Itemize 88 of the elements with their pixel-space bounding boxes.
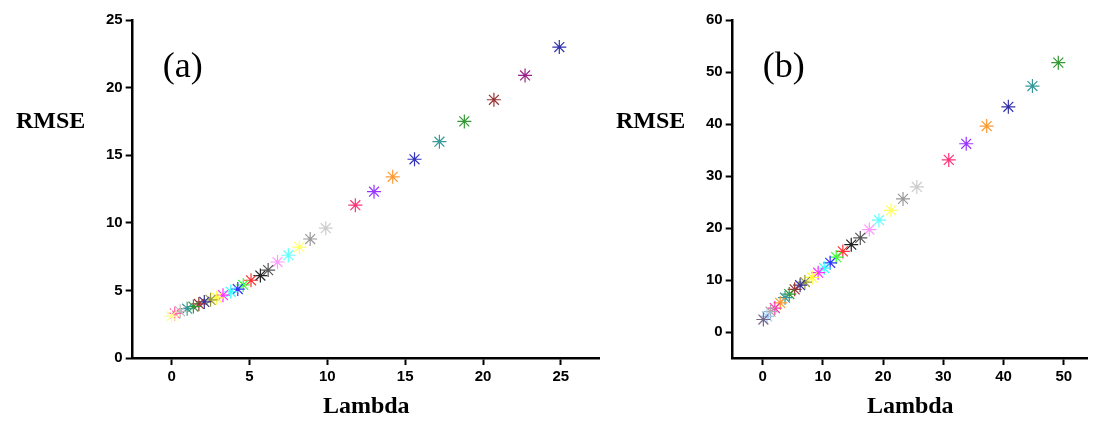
y-tick-label: 25 xyxy=(106,10,123,28)
y-tick-label: 10 xyxy=(106,212,123,230)
point xyxy=(958,136,974,152)
x-tick-label: 0 xyxy=(758,367,767,385)
point xyxy=(202,292,219,308)
x-tick-label: 20 xyxy=(874,367,892,385)
y-tick-label: 0 xyxy=(714,322,723,340)
point xyxy=(772,295,788,311)
x-tick-label: 15 xyxy=(396,367,414,385)
point xyxy=(822,255,838,271)
annotation: (a) xyxy=(162,45,203,86)
point xyxy=(755,311,771,328)
point xyxy=(243,272,259,288)
point xyxy=(1050,55,1066,71)
x-tick-label: 5 xyxy=(245,367,254,385)
point xyxy=(883,202,899,218)
point xyxy=(787,281,803,297)
point xyxy=(843,237,859,253)
point xyxy=(318,220,334,236)
point xyxy=(804,269,820,285)
x-tick-label: 50 xyxy=(1055,367,1073,385)
point xyxy=(759,308,775,324)
point xyxy=(763,304,779,320)
x-tick-label: 25 xyxy=(552,367,570,385)
point xyxy=(895,191,911,207)
point xyxy=(260,262,276,278)
point xyxy=(196,294,212,310)
y-tick-label: 30 xyxy=(706,166,723,184)
point xyxy=(1000,99,1016,115)
y-tick-label: 15 xyxy=(106,145,123,163)
point xyxy=(852,230,868,246)
point xyxy=(269,254,286,270)
point xyxy=(302,231,318,247)
point xyxy=(816,260,832,276)
point xyxy=(767,300,783,316)
y-axis-title: RMSE xyxy=(16,106,86,133)
point xyxy=(215,287,231,303)
y-tick-label: 60 xyxy=(706,10,723,28)
point xyxy=(172,303,188,319)
point xyxy=(291,239,307,255)
y-tick-label: 10 xyxy=(706,270,723,288)
point xyxy=(861,221,877,238)
point xyxy=(406,151,423,167)
point xyxy=(828,249,844,265)
point xyxy=(941,152,957,168)
point xyxy=(179,301,195,317)
point xyxy=(792,277,808,293)
point xyxy=(781,286,797,302)
point xyxy=(366,184,382,200)
y-tick-label: 20 xyxy=(706,218,723,236)
point xyxy=(486,92,502,108)
point xyxy=(1024,78,1041,94)
x-tick-label: 20 xyxy=(474,367,492,385)
point xyxy=(209,290,225,306)
point xyxy=(252,267,268,284)
annotation: (b) xyxy=(762,45,805,86)
point xyxy=(191,296,207,312)
x-tick-label: 40 xyxy=(995,367,1012,385)
point xyxy=(835,243,851,259)
x-tick-label: 10 xyxy=(814,367,832,385)
point xyxy=(347,197,363,213)
point xyxy=(431,134,448,150)
point xyxy=(185,299,202,315)
point xyxy=(517,67,533,84)
x-tick-label: 30 xyxy=(935,367,952,385)
x-tick-label: 10 xyxy=(318,367,336,385)
y-tick-label: 20 xyxy=(106,77,123,95)
point xyxy=(810,265,826,281)
point xyxy=(871,212,887,228)
point xyxy=(456,113,472,129)
point xyxy=(909,179,925,195)
y-tick-label: 5 xyxy=(114,280,123,298)
point xyxy=(797,274,813,290)
y-axis-title: RMSE xyxy=(616,106,686,133)
point xyxy=(551,39,567,55)
point xyxy=(223,284,239,300)
x-axis-title: Lambda xyxy=(322,392,410,419)
point xyxy=(235,277,251,293)
point xyxy=(280,247,296,263)
y-tick-label: 0 xyxy=(114,348,123,366)
x-tick-label: 0 xyxy=(167,367,176,385)
x-axis-title: Lambda xyxy=(866,392,954,419)
y-tick-label: 50 xyxy=(706,62,723,80)
point xyxy=(385,169,401,185)
point xyxy=(230,281,246,297)
point xyxy=(979,118,995,134)
point xyxy=(777,290,793,306)
y-tick-label: 40 xyxy=(706,114,723,132)
